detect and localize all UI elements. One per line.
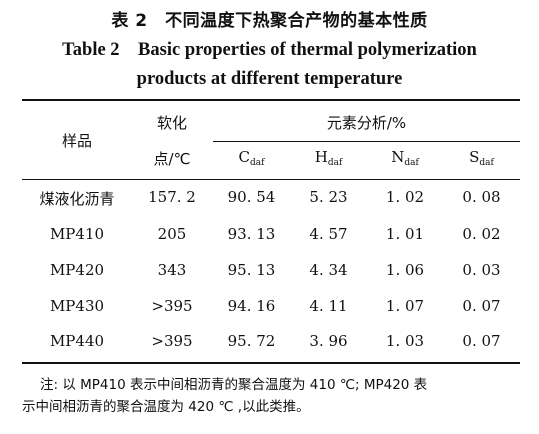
- table-note-line1: 注: 以 MP410 表示中间相沥青的聚合温度为 410 ℃; MP420 表: [40, 377, 428, 393]
- cell-c: 94. 16: [227, 297, 276, 315]
- header-sample: 样品: [61, 132, 92, 150]
- cell-softening: 205: [157, 225, 187, 243]
- header-bottom-rule: [22, 179, 520, 180]
- header-elemental: 元素分析/%: [326, 114, 407, 132]
- cell-c: 95. 13: [227, 261, 276, 279]
- table-note: 注: 以 MP410 表示中间相沥青的聚合温度为 410 ℃; MP420 表 …: [22, 374, 520, 418]
- cell-sample: 煤液化沥青: [39, 190, 115, 208]
- cell-s: 0. 07: [462, 332, 501, 350]
- header-n-daf: Ndaf: [391, 148, 419, 168]
- cell-c: 90. 54: [227, 188, 276, 206]
- cell-softening: >395: [151, 332, 193, 350]
- cell-c: 93. 13: [227, 225, 276, 243]
- table-title-en-line1: Table 2 Basic properties of thermal poly…: [62, 40, 477, 60]
- table-title-zh: 表 2 不同温度下热聚合产物的基本性质: [111, 11, 428, 31]
- header-softening-line1: 软化: [156, 114, 187, 132]
- header-s-daf: Sdaf: [469, 148, 494, 168]
- table-bottom-rule: [22, 362, 520, 364]
- cell-sample: MP440: [49, 332, 105, 350]
- cell-c: 95. 72: [227, 332, 276, 350]
- cell-s: 0. 07: [462, 297, 501, 315]
- cell-n: 1. 01: [385, 225, 425, 243]
- table-title-en: Table 2 Basic properties of thermal poly…: [0, 36, 539, 94]
- cell-s: 0. 08: [462, 188, 501, 206]
- cell-n: 1. 06: [385, 261, 425, 279]
- header-softening-line2: 点/℃: [153, 150, 191, 168]
- elemental-subheader-rule: [213, 141, 520, 142]
- cell-h: 4. 34: [309, 261, 348, 279]
- cell-s: 0. 02: [462, 225, 501, 243]
- cell-sample: MP430: [49, 297, 105, 315]
- cell-n: 1. 03: [385, 332, 425, 350]
- cell-h: 5. 23: [309, 188, 348, 206]
- cell-softening: 343: [157, 261, 187, 279]
- cell-softening: >395: [151, 297, 193, 315]
- header-c-daf: Cdaf: [238, 148, 265, 168]
- cell-n: 1. 07: [385, 297, 425, 315]
- cell-sample: MP410: [49, 225, 105, 243]
- cell-softening: 157. 2: [148, 188, 196, 206]
- cell-h: 3. 96: [309, 332, 348, 350]
- header-h-daf: Hdaf: [314, 148, 343, 168]
- table-title-en-line2: products at different temperature: [136, 69, 403, 89]
- cell-sample: MP420: [49, 261, 105, 279]
- cell-h: 4. 57: [309, 225, 348, 243]
- table-top-rule: [22, 99, 520, 101]
- cell-h: 4. 11: [309, 297, 348, 315]
- table-note-line2: 示中间相沥青的聚合温度为 420 ℃ ,以此类推。: [22, 399, 310, 415]
- cell-n: 1. 02: [385, 188, 425, 206]
- cell-s: 0. 03: [462, 261, 501, 279]
